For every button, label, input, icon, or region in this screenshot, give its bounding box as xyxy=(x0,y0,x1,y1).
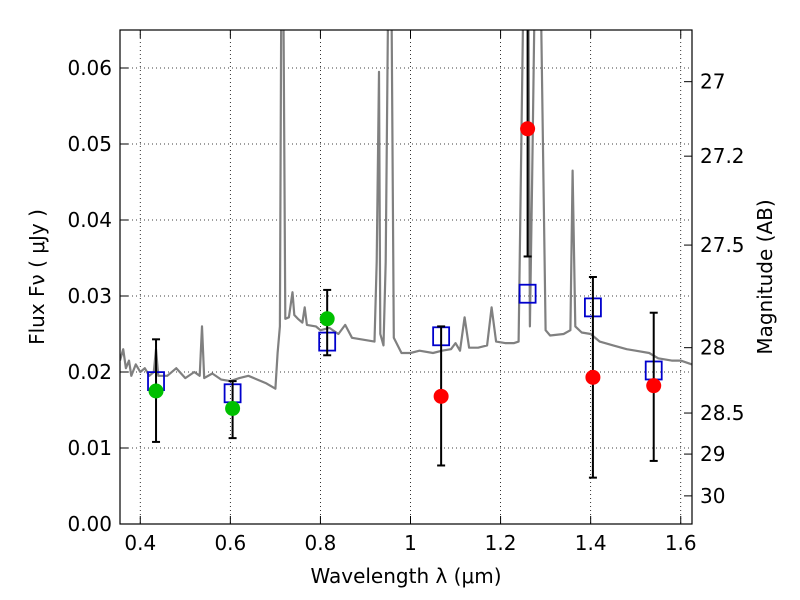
right-tick-label: 29 xyxy=(700,442,725,466)
x-tick-label: 1.4 xyxy=(575,531,607,555)
x-axis-label: Wavelength λ (μm) xyxy=(310,564,501,588)
x-tick-label: 0.6 xyxy=(214,531,246,555)
right-tick-label: 27.2 xyxy=(700,144,745,168)
y-axis-right-label: Magnitude (AB) xyxy=(753,199,777,354)
plot-frame xyxy=(119,29,693,525)
x-tick-label: 1.6 xyxy=(665,531,697,555)
right-tick-label: 28 xyxy=(700,336,725,360)
y-tick-label: 0.00 xyxy=(67,512,112,536)
detections-point xyxy=(319,311,335,327)
x-tick-label: 0.8 xyxy=(305,531,337,555)
y-tick-label: 0.04 xyxy=(67,208,112,232)
low-significance-point xyxy=(585,369,601,385)
y-tick-label: 0.03 xyxy=(67,284,112,308)
right-tick-label: 27.5 xyxy=(700,233,745,257)
data-layer xyxy=(120,30,692,479)
low-significance-point xyxy=(433,388,449,404)
x-tick-label: 1.2 xyxy=(485,531,517,555)
detections-point xyxy=(225,400,241,416)
low-significance-point xyxy=(520,121,536,137)
y-axis-label: Flux Fν ( μJy ) xyxy=(25,209,49,345)
right-tick-label: 27 xyxy=(700,70,725,94)
ticks: 0.4 0.6 0.8 1 1.2 1.4 1.6 0.00 0.01 0.02 0.03 0.04 0… xyxy=(67,30,745,555)
right-tick-label: 30 xyxy=(700,484,725,508)
y-tick-label: 0.05 xyxy=(67,132,112,156)
sed-line xyxy=(120,30,692,390)
model-photometry-square xyxy=(518,283,537,304)
low-significance-point xyxy=(646,378,662,394)
detections-point xyxy=(148,383,164,399)
y-tick-label: 0.01 xyxy=(67,436,112,460)
x-tick-label: 0.4 xyxy=(124,531,156,555)
y-tick-label: 0.02 xyxy=(67,360,112,384)
y-tick-label: 0.06 xyxy=(67,56,112,80)
right-tick-label: 28.5 xyxy=(700,401,745,425)
x-tick-label: 1 xyxy=(404,531,417,555)
plot-area xyxy=(120,30,692,524)
